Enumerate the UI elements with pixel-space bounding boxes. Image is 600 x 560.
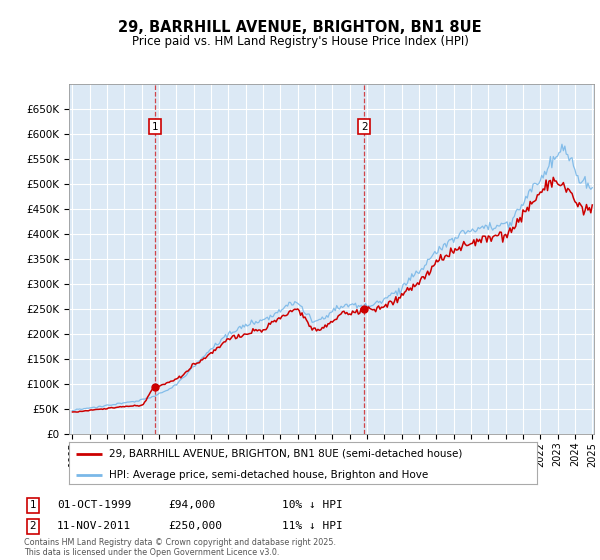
Text: 10% ↓ HPI: 10% ↓ HPI xyxy=(282,500,343,510)
Text: Contains HM Land Registry data © Crown copyright and database right 2025.
This d: Contains HM Land Registry data © Crown c… xyxy=(24,538,336,557)
Text: 01-OCT-1999: 01-OCT-1999 xyxy=(57,500,131,510)
Text: £250,000: £250,000 xyxy=(168,521,222,531)
Text: 29, BARRHILL AVENUE, BRIGHTON, BN1 8UE: 29, BARRHILL AVENUE, BRIGHTON, BN1 8UE xyxy=(118,20,482,35)
Text: 2: 2 xyxy=(361,122,367,132)
Text: Price paid vs. HM Land Registry's House Price Index (HPI): Price paid vs. HM Land Registry's House … xyxy=(131,35,469,48)
Text: HPI: Average price, semi-detached house, Brighton and Hove: HPI: Average price, semi-detached house,… xyxy=(109,470,428,480)
Text: 1: 1 xyxy=(29,500,37,510)
Text: 29, BARRHILL AVENUE, BRIGHTON, BN1 8UE (semi-detached house): 29, BARRHILL AVENUE, BRIGHTON, BN1 8UE (… xyxy=(109,449,462,459)
Text: 11% ↓ HPI: 11% ↓ HPI xyxy=(282,521,343,531)
Text: £94,000: £94,000 xyxy=(168,500,215,510)
Text: 2: 2 xyxy=(29,521,37,531)
Text: 11-NOV-2011: 11-NOV-2011 xyxy=(57,521,131,531)
Text: 1: 1 xyxy=(151,122,158,132)
